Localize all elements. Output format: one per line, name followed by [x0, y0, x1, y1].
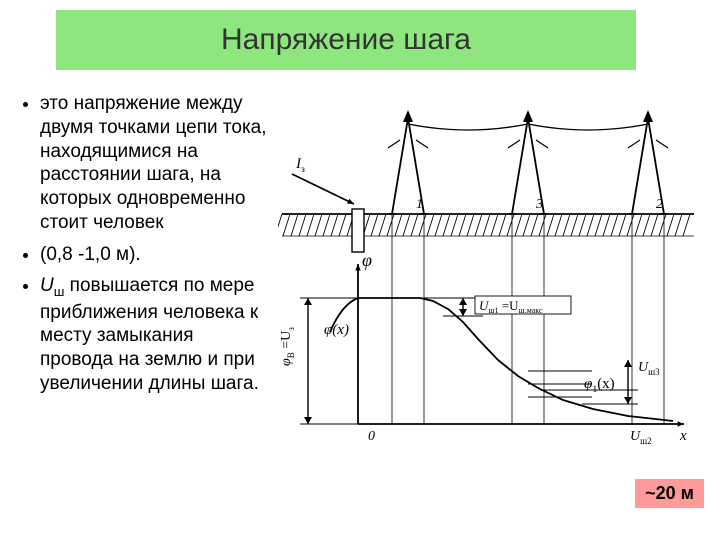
svg-text:φ(x): φ(x) [324, 322, 349, 338]
svg-text:φ: φ [362, 250, 372, 270]
bullet-item: (0,8 -1,0 м). [40, 243, 270, 267]
step-voltage-diagram: 132Iзφx0Uш2φ(x)φВ =UзUш1 =Uш.максUш3φ1(x… [278, 104, 698, 484]
bullet-item: это напряжение между двумя точками цепи … [40, 92, 270, 235]
svg-text:Uш3: Uш3 [638, 360, 660, 377]
svg-text:φ1(x): φ1(x) [584, 376, 615, 395]
svg-text:Iз: Iз [295, 156, 305, 175]
slide-title: Напряжение шага [221, 23, 471, 57]
bullet-list: это напряжение между двумя точками цепи … [20, 92, 270, 404]
svg-text:φВ =Uз: φВ =Uз [279, 327, 296, 366]
svg-text:3: 3 [535, 197, 543, 212]
bullet-item: Uш повышается по мере приближения челове… [40, 274, 270, 395]
svg-text:1: 1 [416, 197, 423, 212]
title-bar: Напряжение шага [56, 10, 636, 70]
distance-badge: ~20 м [635, 479, 704, 508]
svg-text:0: 0 [368, 429, 375, 444]
svg-text:x: x [679, 428, 687, 444]
svg-text:2: 2 [656, 197, 663, 212]
svg-text:Uш2: Uш2 [630, 429, 652, 446]
